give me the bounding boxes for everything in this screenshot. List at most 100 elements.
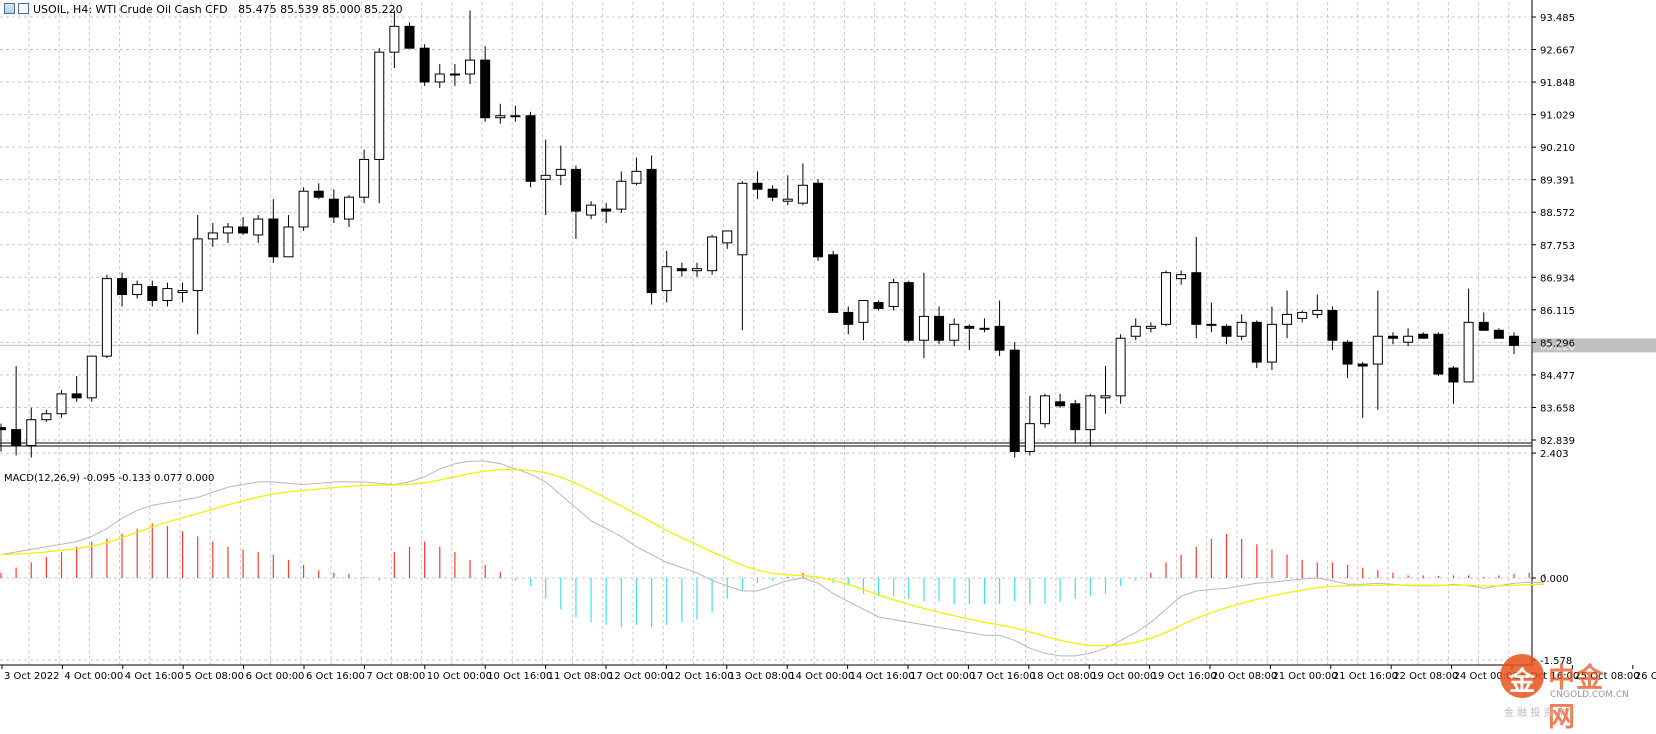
x-tick-label: 21 Oct 00:00 — [1272, 671, 1337, 682]
candle-bull — [555, 168, 566, 176]
x-tick-label: 17 Oct 16:00 — [970, 671, 1035, 682]
y-tick-label: 89.391 — [1540, 176, 1575, 187]
candle-bear — [767, 188, 778, 198]
chart-window-icon[interactable] — [4, 3, 15, 14]
candle-bull — [691, 268, 702, 272]
watermark-logo: 金 — [1500, 654, 1544, 698]
y-tick-label: 88.572 — [1540, 208, 1575, 219]
x-tick-label: 6 Oct 00:00 — [246, 671, 305, 682]
x-tick-label: 22 Oct 08:00 — [1393, 671, 1458, 682]
candle-bear — [11, 429, 22, 447]
x-tick-label: 5 Oct 08:00 — [185, 671, 244, 682]
candle-bear — [313, 190, 324, 198]
y-tick-label: 86.934 — [1540, 273, 1575, 284]
y-tick-label: 91.029 — [1540, 111, 1575, 122]
candle-bull — [1403, 335, 1414, 343]
x-tick-label: 19 Oct 16:00 — [1152, 671, 1217, 682]
candle-bear — [1342, 341, 1353, 365]
x-tick-label: 19 Oct 00:00 — [1091, 671, 1156, 682]
y-tick-label: 87.753 — [1540, 241, 1575, 252]
candle-bear — [873, 301, 884, 309]
x-tick-label: 12 Oct 00:00 — [608, 671, 673, 682]
candle-bull — [1266, 323, 1277, 363]
x-tick-label: 10 Oct 16:00 — [487, 671, 552, 682]
candle-bull — [207, 232, 218, 240]
candle-bear — [1493, 329, 1504, 339]
candle-bear — [480, 59, 491, 119]
candle-bull — [1297, 311, 1308, 319]
candle-bull — [222, 226, 233, 234]
watermark-tag: 金 融 投 资 中 — [1504, 708, 1567, 719]
candle-bear — [419, 47, 430, 83]
candle-bull — [101, 278, 112, 357]
macd-y-tick-label: 2.403 — [1540, 449, 1569, 460]
watermark: 金 中金网 CNGOLD.COM.CN 金 融 投 资 中 — [1500, 650, 1629, 733]
candle-bear — [903, 282, 914, 341]
x-tick-label: 4 Oct 16:00 — [125, 671, 184, 682]
macd-line — [0, 460, 1545, 657]
candle-bull — [888, 282, 899, 307]
candle-bull — [1236, 321, 1247, 337]
candle-bear — [601, 208, 612, 212]
candle-bull — [1282, 313, 1293, 325]
candle-bull — [782, 198, 793, 202]
x-tick-label: 11 Oct 08:00 — [548, 671, 613, 682]
candle-bull — [737, 182, 748, 256]
x-tick-label: 13 Oct 08:00 — [729, 671, 794, 682]
candle-bear — [676, 268, 687, 272]
watermark-logo-char: 金 — [1508, 667, 1535, 697]
candle-bull — [132, 284, 143, 296]
y-tick-label: 86.115 — [1540, 306, 1575, 317]
candle-bear — [1221, 325, 1232, 337]
candle-bull — [449, 73, 460, 76]
candle-bull — [858, 299, 869, 323]
time-axis: 3 Oct 2022 4 Oct 00:00 4 Oct 16:00 5 Oct 08… — [1, 665, 1656, 682]
symbol-icon[interactable] — [18, 3, 29, 14]
signal-line — [0, 468, 1545, 647]
candle-bull — [918, 315, 929, 341]
candle-bull — [298, 190, 309, 228]
y-tick-label: 90.210 — [1540, 143, 1575, 154]
candle-bull — [1161, 272, 1172, 325]
x-tick-label: 17 Oct 00:00 — [910, 671, 975, 682]
macd-histogram — [0, 523, 1545, 628]
candle-bull — [631, 170, 642, 184]
candle-bear — [1357, 363, 1368, 367]
current-price-tag — [1533, 338, 1656, 353]
candle-bear — [71, 393, 82, 399]
x-tick-label: 7 Oct 08:00 — [366, 671, 425, 682]
candle-bear — [1251, 321, 1262, 363]
candle-bull — [56, 393, 67, 415]
macd-y-tick-label: 0.000 — [1540, 574, 1569, 585]
candle-bear — [843, 311, 854, 325]
x-tick-label: 25 Oct 08:00 — [1574, 671, 1639, 682]
candles — [0, 10, 1519, 458]
candle-bear — [1070, 403, 1081, 431]
candle-bull — [661, 266, 672, 292]
candle-bear — [934, 315, 945, 341]
candle-bull — [586, 204, 597, 216]
candle-bull — [86, 355, 97, 399]
candle-bull — [510, 115, 521, 118]
y-tick-label: 92.667 — [1540, 46, 1575, 57]
candle-bear — [117, 278, 128, 296]
x-tick-label: 14 Oct 00:00 — [789, 671, 854, 682]
candle-bear — [752, 182, 763, 190]
candle-bull — [434, 73, 445, 83]
candle-bull — [797, 184, 808, 204]
x-tick-label: 21 Oct 16:00 — [1333, 671, 1398, 682]
y-tick-label: 83.658 — [1540, 403, 1575, 414]
candle-bear — [964, 325, 975, 329]
x-tick-label: 24 Oct 00:00 — [1454, 671, 1519, 682]
candle-bear — [1433, 333, 1444, 375]
candle-bear — [1448, 367, 1459, 383]
candle-bull — [253, 218, 264, 236]
candle-bull — [1372, 335, 1383, 365]
candle-bear — [1387, 335, 1398, 339]
candle-bull — [465, 59, 476, 75]
candle-bear — [147, 286, 158, 301]
candle-bull — [1039, 395, 1050, 425]
candle-bull — [1145, 325, 1156, 329]
candle-bull — [177, 290, 188, 294]
x-tick-label: 10 Oct 00:00 — [427, 671, 492, 682]
